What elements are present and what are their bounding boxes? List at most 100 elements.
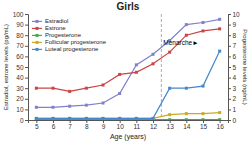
tick-label: 40 (16, 74, 24, 81)
axis-line (229, 15, 232, 121)
tick: 7 (228, 42, 237, 49)
marker (102, 102, 105, 105)
tick-label: 30 (16, 85, 24, 92)
tick: 50 (16, 64, 28, 71)
chart: 5678910111213141516010203040506070809010… (0, 0, 250, 142)
tick: 70 (16, 42, 28, 49)
tick-label: 7 (68, 123, 72, 130)
marker (85, 117, 88, 120)
marker (202, 118, 205, 120)
tick-label: 10 (16, 106, 24, 113)
tick-mark (25, 88, 28, 89)
tick: 80 (16, 32, 28, 39)
tick: 100 (13, 11, 28, 18)
tick-label: 13 (167, 123, 175, 130)
marker (68, 90, 71, 93)
marker (152, 117, 155, 120)
tick-mark (25, 46, 28, 47)
tick: 40 (16, 74, 28, 81)
marker (102, 84, 105, 87)
tick: 5 (228, 64, 237, 71)
tick-label: 7 (233, 42, 237, 49)
marker (152, 117, 155, 120)
y-axis: 0102030405060708090100 (13, 11, 29, 124)
marker (35, 117, 38, 120)
marker (68, 105, 71, 108)
tick-mark (228, 88, 231, 89)
marker (202, 21, 205, 24)
legend-label: Follicular progesterone (45, 39, 107, 45)
tick: 5 (35, 120, 39, 130)
tick-label: 11 (133, 123, 140, 130)
line (36, 51, 219, 118)
tick-label: 80 (16, 32, 24, 39)
marker (118, 117, 121, 120)
tick-label: 9 (102, 123, 106, 130)
tick: 14 (183, 120, 191, 130)
tick-mark (228, 109, 231, 110)
tick: 13 (167, 120, 175, 130)
legend-item: Luteal progesterone (32, 46, 99, 52)
tick: 12 (150, 120, 158, 130)
marker (85, 117, 88, 120)
y2-axis: 012345678910 (228, 11, 240, 124)
tick-label: 90 (16, 21, 24, 28)
marker (218, 18, 221, 21)
marker (185, 118, 188, 120)
tick-label: 20 (16, 95, 24, 102)
tick-label: 1 (233, 106, 237, 113)
tick-label: 10 (117, 123, 125, 130)
legend-label: Luteal progesterone (45, 46, 99, 52)
tick-mark (25, 25, 28, 26)
marker (35, 106, 38, 109)
tick: 15 (200, 120, 208, 130)
axis-line (25, 15, 29, 121)
line (36, 29, 219, 92)
y2-axis-title: Progesterone levels (ng/mL) (242, 29, 248, 104)
line (36, 19, 219, 107)
tick-label: 70 (16, 42, 24, 49)
tick-mark (228, 56, 231, 57)
legend-label: Estrone (45, 25, 66, 31)
tick-mark (228, 14, 231, 15)
tick: 2 (228, 95, 237, 102)
marker (52, 117, 55, 120)
marker (52, 117, 55, 120)
axis-line (29, 121, 229, 124)
marker (218, 50, 221, 53)
line (36, 119, 219, 120)
marker (218, 111, 221, 114)
marker (35, 117, 38, 120)
marker (218, 27, 221, 30)
tick: 16 (217, 120, 225, 130)
marker (135, 71, 138, 74)
marker (52, 106, 55, 109)
tick-mark (25, 120, 28, 121)
tick: 9 (228, 21, 237, 28)
tick: 10 (228, 11, 240, 18)
tick: 10 (16, 106, 28, 113)
legend-label: Progesterone (45, 32, 82, 38)
tick-label: 16 (217, 123, 225, 130)
tick: 11 (133, 120, 140, 130)
marker (68, 117, 71, 120)
marker (35, 87, 38, 90)
marker (185, 23, 188, 26)
legend-label: Estradiol (45, 18, 68, 24)
series (35, 18, 221, 109)
legend: EstradiolEstroneProgesteroneFollicular p… (32, 18, 107, 52)
plot-area (35, 14, 221, 120)
tick-mark (25, 99, 28, 100)
legend-swatch (32, 35, 42, 36)
line (36, 113, 219, 119)
marker (52, 87, 55, 90)
legend-swatch (36, 34, 39, 37)
legend-swatch (36, 27, 39, 30)
tick-label: 6 (233, 53, 237, 60)
tick-mark (228, 35, 231, 36)
tick: 8 (85, 120, 89, 130)
tick-label: 9 (233, 21, 237, 28)
tick-label: 2 (233, 95, 237, 102)
marker (135, 117, 138, 120)
legend-swatch (32, 28, 42, 29)
